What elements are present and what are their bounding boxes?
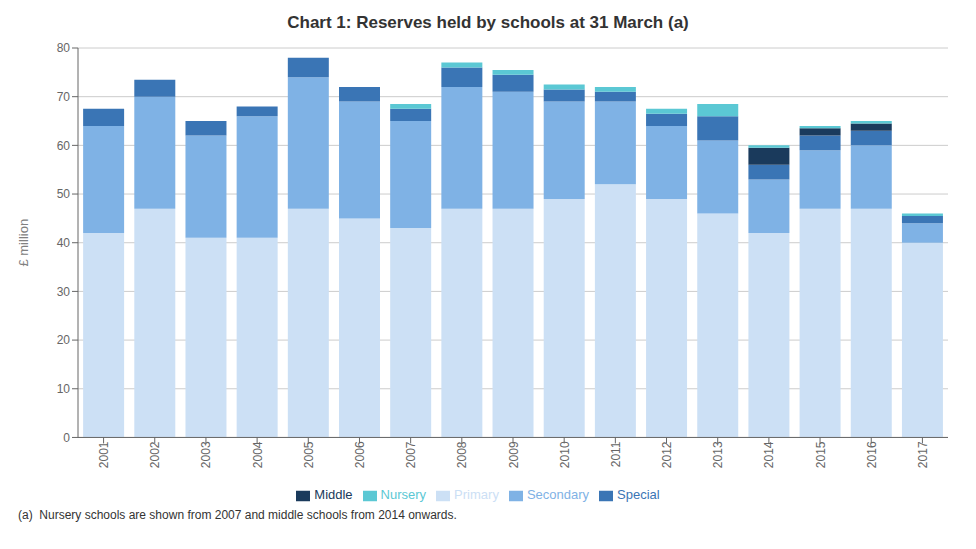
- svg-text:50: 50: [57, 187, 71, 201]
- svg-text:2016: 2016: [865, 441, 879, 468]
- svg-text:2001: 2001: [97, 441, 111, 468]
- svg-text:2007: 2007: [404, 441, 418, 468]
- svg-text:30: 30: [57, 285, 71, 299]
- svg-text:0: 0: [63, 431, 70, 445]
- svg-text:2002: 2002: [148, 441, 162, 468]
- svg-text:40: 40: [57, 236, 71, 250]
- html-text:Middle: Middle: [314, 487, 353, 503]
- html-text:Nursery: Nursery: [380, 487, 427, 503]
- svg-text:2011: 2011: [609, 441, 623, 467]
- svg-text:2017: 2017: [916, 441, 930, 468]
- svg-text:2012: 2012: [660, 441, 674, 468]
- svg-text:20: 20: [57, 333, 71, 347]
- html-text:Special: Special: [617, 487, 660, 503]
- svg-text:70: 70: [57, 90, 71, 104]
- svg-text:2005: 2005: [302, 441, 316, 468]
- svg-text:60: 60: [57, 139, 71, 153]
- html-text:Secondary: Secondary: [526, 487, 589, 503]
- svg-text:2009: 2009: [507, 441, 521, 468]
- html-text:(a) Nursery schools are shown: (a) Nursery schools are shown from 2007 …: [18, 508, 457, 522]
- svg-text:2008: 2008: [455, 441, 469, 468]
- svg-text:£ million: £ million: [16, 219, 31, 267]
- svg-text:2014: 2014: [762, 441, 776, 468]
- svg-text:10: 10: [57, 382, 71, 396]
- svg-text:80: 80: [57, 41, 71, 55]
- svg-text:2006: 2006: [353, 441, 367, 468]
- svg-text:2013: 2013: [711, 441, 725, 468]
- svg-text:2003: 2003: [199, 441, 213, 468]
- svg-text:2004: 2004: [251, 441, 265, 468]
- svg-text:2015: 2015: [814, 441, 828, 468]
- html-text:Chart 1: Reserves held by scho: Chart 1: Reserves held by schools at 31 …: [287, 13, 689, 32]
- svg-text:2010: 2010: [558, 441, 572, 468]
- html-text:Primary: Primary: [454, 487, 499, 503]
